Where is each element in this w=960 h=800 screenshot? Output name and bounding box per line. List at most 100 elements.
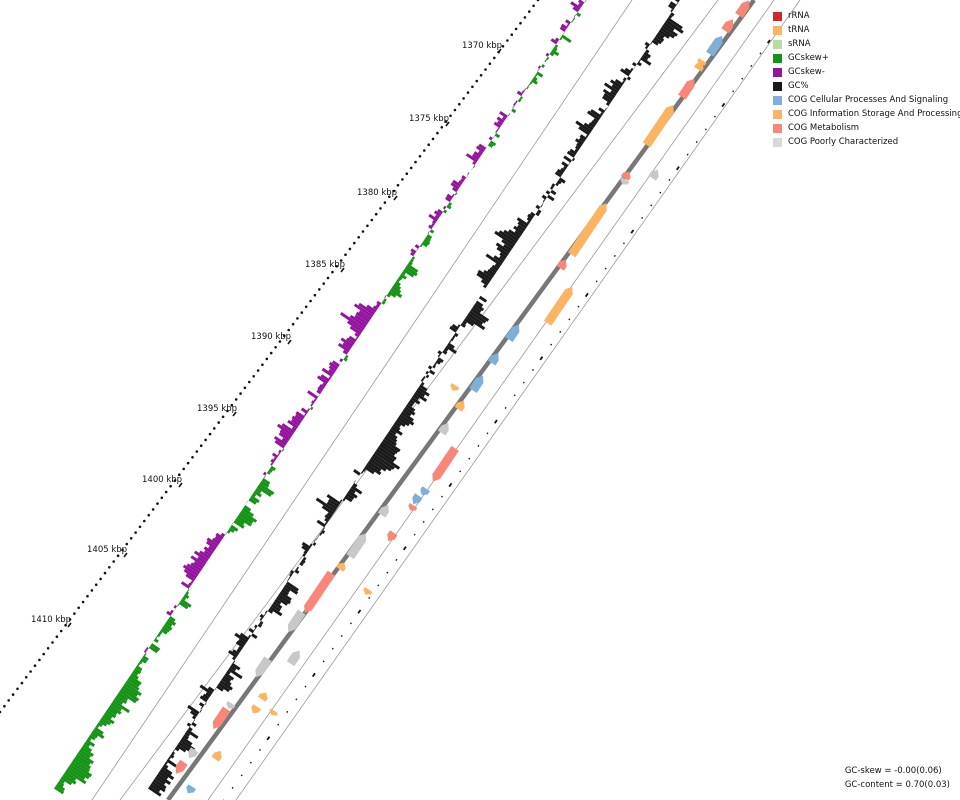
- gc-skew-bar: [526, 86, 529, 90]
- gc-content-bar: [214, 687, 217, 691]
- gc-skew-bar: [102, 714, 115, 725]
- cog-feature: [286, 650, 300, 667]
- ruler-dot: [81, 600, 85, 604]
- ruler-dot: [501, 45, 505, 48]
- gc-content-bar: [271, 603, 281, 612]
- gc-skew-bar: [145, 647, 149, 651]
- ruler-dot: [475, 79, 479, 83]
- gc-skew-bar: [62, 773, 77, 785]
- gc-content-bar: [478, 295, 488, 303]
- gc-skew-bar: [182, 564, 199, 577]
- gc-skew-bar: [123, 682, 142, 696]
- ruler-dash: [522, 381, 525, 384]
- ruler-dot: [405, 172, 409, 175]
- gc-skew-bar: [270, 462, 274, 466]
- legend-item: COG Poorly Characterized: [773, 135, 960, 149]
- ruler-dot: [29, 670, 32, 673]
- gc-skew-bar: [446, 204, 452, 210]
- ruler-dot: [164, 490, 168, 494]
- ruler-dot: [388, 195, 391, 199]
- ruler-dash: [413, 533, 416, 536]
- gc-skew-bar: [423, 239, 431, 246]
- gc-skew-bar: [552, 46, 558, 52]
- legend-item: GCskew+: [773, 51, 960, 65]
- cog-feature: [186, 784, 196, 794]
- gc-skew-bar: [393, 283, 402, 291]
- gc-content-bar: [465, 315, 486, 331]
- ruler-dot: [335, 265, 339, 268]
- cog-feature: [412, 493, 423, 505]
- gc-skew-bar: [277, 423, 294, 437]
- gc-content-bar: [483, 269, 494, 279]
- gc-content-bar: [558, 177, 566, 184]
- gc-content-bar: [453, 332, 459, 338]
- gc-content-bar: [670, 9, 674, 13]
- gc-content-bar: [555, 182, 560, 187]
- gc-skew-bar: [243, 505, 252, 512]
- ruler-dash: [395, 558, 398, 561]
- gc-content-bar: [163, 763, 169, 769]
- ruler-dot: [291, 322, 295, 326]
- gc-skew-bar: [572, 6, 580, 13]
- gc-skew-bar: [349, 314, 367, 328]
- gc-content-bar: [578, 126, 591, 136]
- gc-skew-bar: [307, 390, 319, 400]
- gc-content-bar: [382, 438, 401, 453]
- ruler-dot: [283, 334, 286, 338]
- gc-content-bar: [190, 710, 198, 717]
- gc-skew-bar: [416, 248, 419, 252]
- gc-content-bar: [674, 0, 680, 3]
- gc-skew-bar: [173, 608, 176, 612]
- gc-content-bar: [417, 386, 430, 397]
- ruler-dot: [221, 415, 225, 419]
- position-label: 1400 kbp: [142, 475, 182, 485]
- gc-content-bar: [437, 354, 441, 358]
- ruler-dot: [42, 652, 45, 656]
- gc-skew-bar: [433, 210, 442, 217]
- gc-skew-bar: [72, 758, 90, 773]
- gc-content-bar: [427, 365, 433, 370]
- gc-skew-bar: [278, 449, 282, 454]
- ruler-dash: [568, 318, 571, 321]
- gc-content-bar: [651, 39, 659, 46]
- gc-skew-bar: [270, 458, 276, 464]
- gc-skew-bar: [354, 332, 360, 338]
- gc-content-bar: [437, 357, 444, 363]
- legend-label: GC%: [788, 81, 809, 91]
- gc-content-bar: [468, 310, 487, 324]
- gc-skew-bar: [143, 649, 148, 653]
- gc-skew-bar: [458, 180, 463, 185]
- legend-label: COG Information Storage And Processing: [788, 109, 960, 119]
- gc-content-bar: [362, 468, 366, 472]
- ruler-dash: [641, 216, 644, 219]
- gc-skew-bar: [576, 12, 582, 18]
- ruler-dash: [686, 153, 689, 156]
- ruler-dot: [296, 317, 299, 320]
- gc-content-bar: [482, 284, 488, 289]
- gc-skew-bar: [521, 90, 525, 94]
- gc-skew-bar: [82, 744, 93, 753]
- ruler-dot: [99, 577, 102, 581]
- gc-content-bar: [167, 756, 172, 760]
- ruler-dot: [466, 91, 470, 94]
- legend-label: GCskew+: [788, 53, 829, 63]
- ruler-dot: [143, 519, 146, 523]
- ruler-dot: [427, 143, 431, 146]
- cog-feature: [377, 505, 389, 518]
- gc-skew-bar: [317, 375, 329, 385]
- gc-content-bar: [508, 229, 521, 239]
- gc-skew-bar: [150, 643, 161, 652]
- ruler-dot: [414, 160, 417, 164]
- ruler-dot: [186, 461, 190, 465]
- ruler-dot: [86, 594, 89, 598]
- gc-content-bar: [660, 27, 675, 39]
- ruler-dash: [295, 698, 298, 701]
- gc-content-bar: [562, 165, 567, 170]
- ruler-dot: [536, 0, 540, 2]
- gc-skew-bar: [494, 133, 501, 139]
- legend-item: tRNA: [773, 23, 960, 37]
- gc-skew-bar: [434, 214, 440, 220]
- gc-skew-bar: [527, 83, 531, 87]
- gc-skew-bar: [542, 61, 545, 65]
- gc-skew-bar: [509, 110, 512, 114]
